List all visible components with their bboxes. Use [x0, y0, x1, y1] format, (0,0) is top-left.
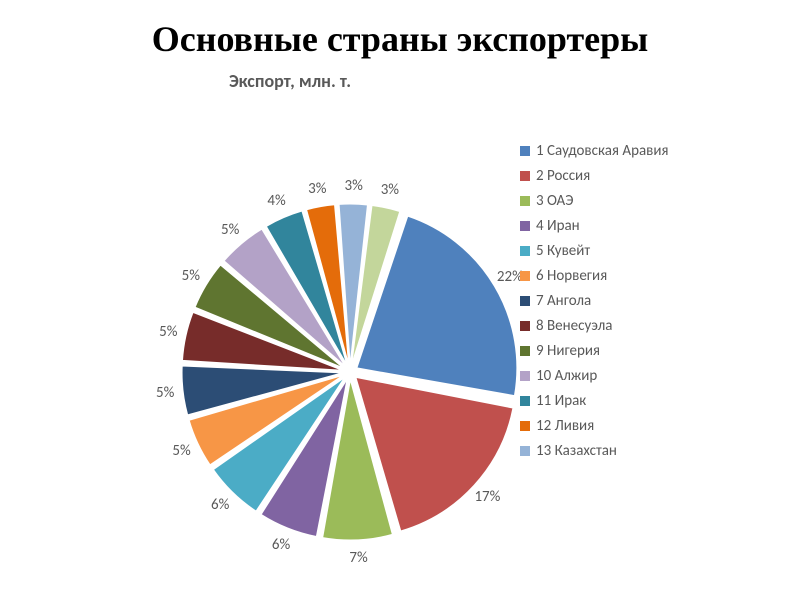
legend-label: 7 Ангола — [536, 292, 591, 310]
legend-item: 7 Ангола — [520, 292, 669, 310]
legend-swatch — [520, 271, 530, 281]
legend-item: 8 Венесуэла — [520, 317, 669, 335]
legend-swatch — [520, 146, 530, 156]
legend-item: 3 ОАЭ — [520, 192, 669, 210]
legend-label: 10 Алжир — [536, 367, 597, 385]
legend-item: 10 Алжир — [520, 367, 669, 385]
legend-item: 13 Казахстан — [520, 442, 669, 460]
legend-item: 4 Иран — [520, 217, 669, 235]
legend-item: 2 Россия — [520, 167, 669, 185]
legend: 1 Саудовская Аравия 2 Россия 3 ОАЭ 4 Иран 5 … — [520, 142, 669, 467]
chart-title: Экспорт, млн. т. — [0, 70, 800, 92]
legend-label: 4 Иран — [536, 217, 580, 235]
legend-item: 11 Ирак — [520, 392, 669, 410]
legend-label: 11 Ирак — [536, 392, 586, 410]
legend-label: 3 ОАЭ — [536, 192, 573, 210]
legend-item: 5 Кувейт — [520, 242, 669, 260]
legend-swatch — [520, 171, 530, 181]
legend-item: 12 Ливия — [520, 417, 669, 435]
legend-swatch — [520, 221, 530, 231]
legend-item: 1 Саудовская Аравия — [520, 142, 669, 160]
legend-label: 1 Саудовская Аравия — [536, 142, 669, 160]
legend-label: 9 Нигерия — [536, 342, 600, 360]
legend-label: 8 Венесуэла — [536, 317, 612, 335]
legend-label: 12 Ливия — [536, 417, 594, 435]
legend-swatch — [520, 321, 530, 331]
legend-swatch — [520, 346, 530, 356]
legend-swatch — [520, 371, 530, 381]
legend-swatch — [520, 446, 530, 456]
pie-chart: 22%17%7%6%6%5%5%5%5%5%4%3%3%3% 1 Саудовс… — [0, 92, 800, 552]
page-title: Основные страны экспортеры — [0, 18, 800, 60]
legend-label: 5 Кувейт — [536, 242, 590, 260]
legend-swatch — [520, 246, 530, 256]
legend-label: 13 Казахстан — [536, 442, 617, 460]
legend-label: 2 Россия — [536, 167, 590, 185]
legend-swatch — [520, 296, 530, 306]
legend-item: 9 Нигерия — [520, 342, 669, 360]
legend-label: 6 Норвегия — [536, 267, 607, 285]
legend-swatch — [520, 396, 530, 406]
legend-swatch — [520, 196, 530, 206]
legend-swatch — [520, 421, 530, 431]
legend-item: 6 Норвегия — [520, 267, 669, 285]
